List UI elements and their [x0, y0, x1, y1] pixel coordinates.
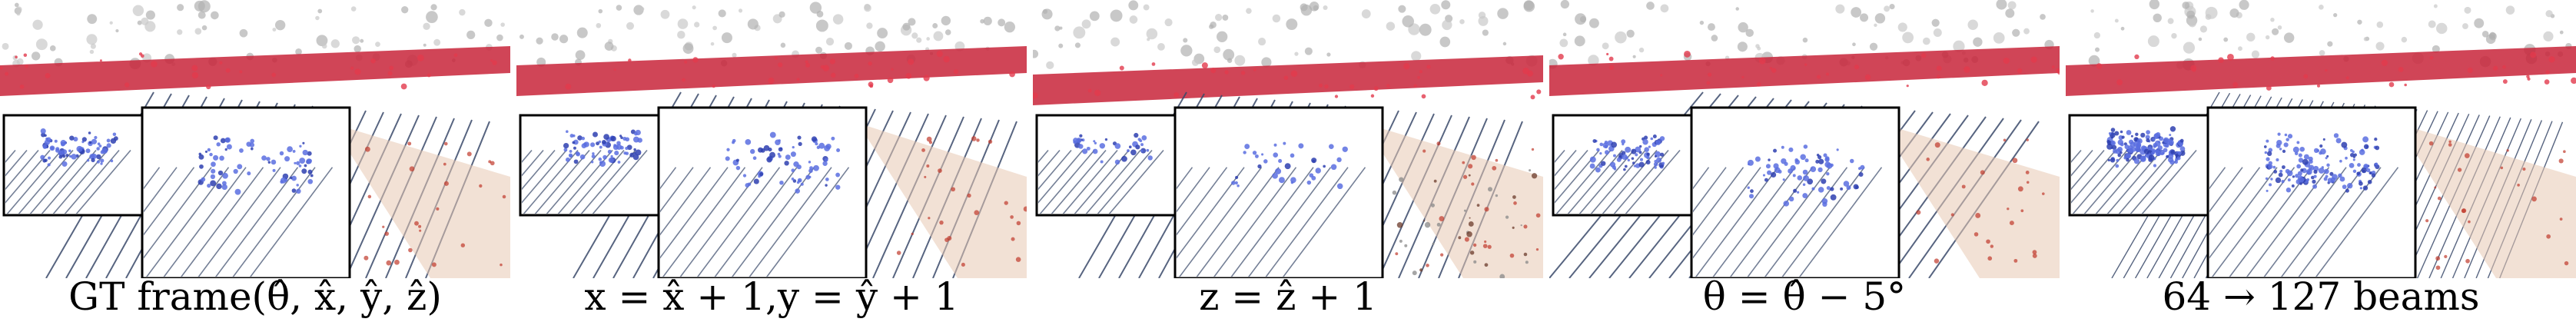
zoom-inset-large [1690, 106, 1900, 278]
zoom-inset-small [519, 114, 660, 217]
zoom-inset-large [2206, 106, 2417, 278]
red-wall-band [1549, 46, 2060, 96]
point-cloud-scene [0, 0, 510, 278]
panel-xy: x = x̂ + 1,y = ŷ + 1 [516, 0, 1027, 322]
red-wall-band [2066, 46, 2576, 96]
panel-caption: GT frame(θ̂, x̂, ŷ, ẑ) [68, 274, 442, 319]
zoom-inset-large [657, 106, 868, 278]
panel-caption: z = ẑ + 1 [1199, 274, 1377, 319]
point-cloud-scene [2066, 0, 2576, 278]
building-cloud [519, 2, 1016, 67]
zoom-inset-small [2, 114, 144, 217]
point-cloud-scene [1033, 0, 1543, 278]
building-cloud [1033, 0, 1538, 70]
panel-caption: 64 → 127 beams [2162, 274, 2480, 319]
street-curb [858, 123, 1027, 278]
red-wall-band [516, 46, 1027, 96]
panel-caption: θ = θ̂ − 5° [1702, 274, 1907, 319]
street-curb [2396, 123, 2576, 278]
street-curb [330, 123, 510, 278]
zoom-inset-small [2068, 114, 2209, 217]
zoom-inset-small [1552, 114, 1693, 217]
red-wall-band [0, 46, 510, 96]
panel-caption: x = x̂ + 1,y = ŷ + 1 [584, 274, 959, 319]
street-curb [1880, 123, 2060, 278]
panel-theta: θ = θ̂ − 5° [1549, 0, 2060, 322]
zoom-inset-large [141, 106, 351, 278]
street-curb [1363, 123, 1543, 278]
panel-beams: 64 → 127 beams [2066, 0, 2576, 322]
zoom-inset-small [1035, 114, 1177, 217]
red-wall-band [1033, 55, 1543, 105]
panel-z: z = ẑ + 1 [1033, 0, 1543, 322]
point-cloud-scene [516, 2, 1027, 278]
point-cloud-scene [1549, 0, 2060, 278]
zoom-inset-large [1173, 106, 1384, 278]
panel-gt: GT frame(θ̂, x̂, ŷ, ẑ) [0, 0, 510, 322]
